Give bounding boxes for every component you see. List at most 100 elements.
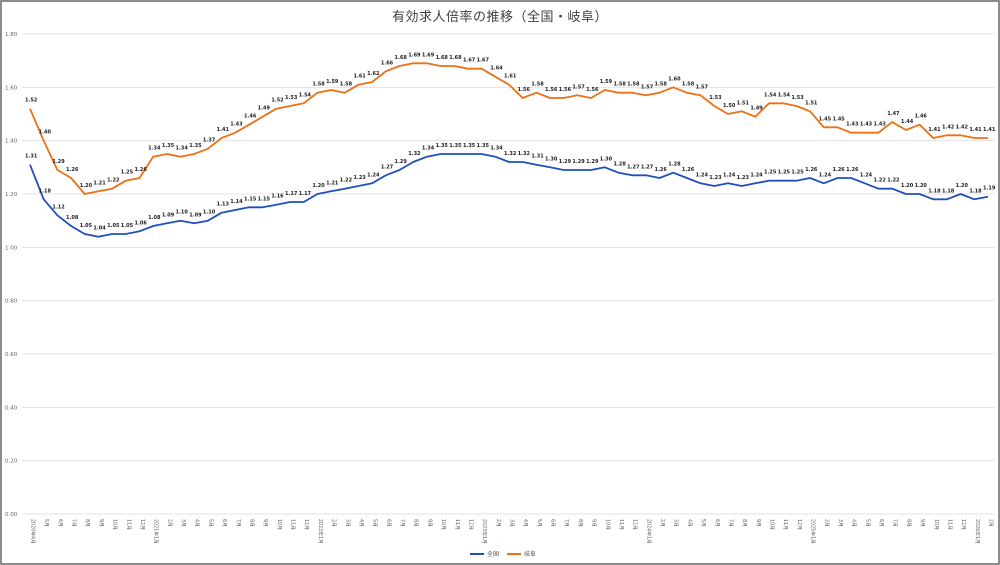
- x-tick-label: 8月: [577, 519, 583, 527]
- data-label: 1.30: [545, 156, 558, 162]
- data-label: 1.23: [709, 175, 722, 181]
- data-label: 1.25: [778, 170, 791, 176]
- data-label: 1.18: [39, 188, 52, 194]
- x-tick-label: 12月: [960, 519, 966, 530]
- x-tick-label: 3月: [509, 519, 515, 527]
- x-tick-label: 2023年1月: [481, 519, 488, 544]
- x-tick-label: 2月: [166, 519, 172, 527]
- x-tick-label: 3月: [673, 519, 679, 527]
- y-tick-label: 1.80: [5, 32, 18, 38]
- x-tick-label: 9月: [262, 519, 268, 527]
- data-label: 1.04: [93, 226, 106, 232]
- y-tick-label: 0.60: [5, 352, 18, 358]
- data-label: 1.67: [463, 58, 476, 64]
- data-label: 1.57: [696, 84, 709, 90]
- data-label: 1.21: [93, 180, 106, 186]
- x-tick-label: 3月: [837, 519, 843, 527]
- x-tick-label: 2026年1月: [974, 519, 981, 544]
- data-label: 1.29: [52, 159, 65, 165]
- data-label: 1.57: [572, 84, 585, 90]
- data-label: 1.15: [244, 196, 257, 202]
- legend-label-gifu: 岐阜: [524, 551, 537, 558]
- y-tick-label: 0.80: [5, 299, 18, 305]
- data-label: 1.53: [791, 95, 804, 101]
- data-label: 1.09: [189, 212, 202, 218]
- data-label: 1.26: [832, 167, 845, 173]
- data-label: 1.28: [668, 162, 681, 168]
- data-label: 1.50: [723, 103, 736, 109]
- y-tick-label: 1.20: [5, 192, 18, 198]
- data-label: 1.35: [162, 143, 175, 149]
- x-tick-label: 7月: [235, 519, 241, 527]
- data-label: 1.30: [600, 156, 613, 162]
- x-tick-label: 11月: [782, 519, 788, 530]
- data-label: 1.68: [395, 55, 408, 61]
- data-label: 1.25: [791, 170, 804, 176]
- data-label: 1.59: [600, 79, 613, 85]
- x-tick-label: 2月: [823, 519, 829, 527]
- data-label: 1.26: [134, 167, 147, 173]
- data-label: 1.08: [148, 215, 161, 221]
- x-tick-label: 7月: [563, 519, 569, 527]
- data-label: 1.05: [121, 223, 134, 229]
- x-tick-label: 2月: [988, 519, 994, 527]
- data-label: 1.45: [832, 116, 845, 122]
- data-label: 1.52: [25, 98, 38, 104]
- data-label: 1.05: [107, 223, 120, 229]
- data-label: 1.58: [340, 82, 353, 88]
- x-tick-label: 7月: [399, 519, 405, 527]
- data-label: 1.58: [682, 82, 695, 88]
- data-label: 1.46: [244, 114, 257, 120]
- x-tick-label: 6月: [878, 519, 884, 527]
- data-label: 1.26: [655, 167, 668, 173]
- data-label: 1.29: [395, 159, 408, 165]
- x-tick-label: 6月: [57, 519, 63, 527]
- data-label: 1.56: [545, 87, 558, 93]
- data-label: 1.58: [627, 82, 640, 88]
- data-label: 1.24: [860, 172, 873, 178]
- x-tick-label: 5月: [536, 519, 542, 527]
- data-label: 1.57: [641, 84, 654, 90]
- x-tick-label: 11月: [946, 519, 952, 530]
- x-tick-label: 8月: [84, 519, 90, 527]
- data-label: 1.24: [367, 172, 380, 178]
- x-tick-label: 10月: [440, 519, 446, 530]
- x-tick-label: 2024年1月: [645, 519, 652, 544]
- x-tick-label: 9月: [919, 519, 925, 527]
- data-label: 1.69: [422, 52, 435, 58]
- x-tick-label: 7月: [71, 519, 77, 527]
- x-tick-label: 4月: [851, 519, 857, 527]
- data-label: 1.59: [326, 79, 339, 85]
- data-label: 1.26: [846, 167, 859, 173]
- data-label: 1.58: [613, 82, 626, 88]
- y-tick-label: 0.20: [5, 459, 18, 465]
- data-label: 1.14: [230, 199, 243, 205]
- data-label: 1.27: [641, 164, 654, 170]
- data-label: 1.20: [915, 183, 928, 189]
- x-tick-label: 12月: [467, 519, 473, 530]
- x-tick-label: 9月: [591, 519, 597, 527]
- data-label: 1.06: [134, 220, 147, 226]
- data-label: 1.23: [737, 175, 750, 181]
- data-label: 1.28: [613, 162, 626, 168]
- data-label: 1.46: [915, 114, 928, 120]
- x-tick-label: 8月: [905, 519, 911, 527]
- data-label: 1.56: [518, 87, 531, 93]
- data-label: 1.29: [586, 159, 599, 165]
- x-tick-label: 4月: [522, 519, 528, 527]
- data-label: 1.35: [189, 143, 202, 149]
- x-tick-label: 4月: [194, 519, 200, 527]
- x-tick-label: 2022年1月: [317, 519, 324, 544]
- x-tick-label: 9月: [98, 519, 104, 527]
- data-label: 1.60: [668, 76, 681, 82]
- x-tick-label: 9月: [755, 519, 761, 527]
- data-label: 1.41: [928, 127, 941, 133]
- legend-label-national: 全国: [487, 551, 500, 558]
- data-label: 1.67: [477, 58, 490, 64]
- data-label: 1.29: [559, 159, 572, 165]
- data-label: 1.37: [203, 138, 216, 144]
- x-tick-label: 9月: [426, 519, 432, 527]
- data-label: 1.47: [887, 111, 900, 117]
- data-label: 1.18: [942, 188, 955, 194]
